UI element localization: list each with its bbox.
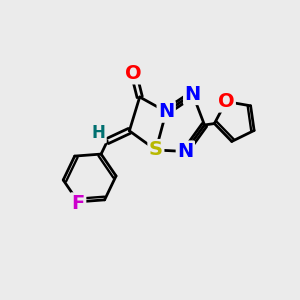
Text: O: O [125, 64, 142, 83]
Text: N: N [158, 102, 174, 121]
Text: N: N [177, 142, 194, 161]
Text: F: F [71, 194, 85, 213]
Text: N: N [184, 85, 201, 104]
Text: H: H [92, 124, 105, 142]
Text: S: S [149, 140, 163, 160]
Text: O: O [218, 92, 234, 111]
